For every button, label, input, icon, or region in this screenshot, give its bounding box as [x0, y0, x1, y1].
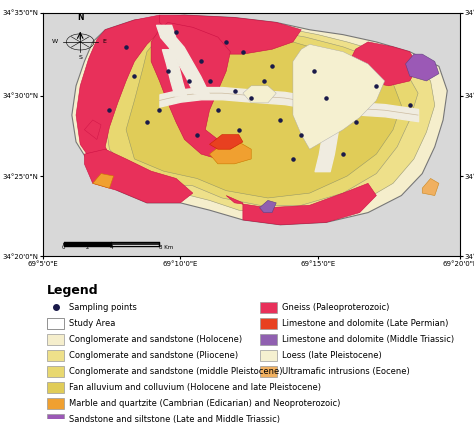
Point: [173, 29, 180, 36]
Text: Limestone and dolomite (Middle Triassic): Limestone and dolomite (Middle Triassic): [282, 335, 454, 344]
Text: W: W: [52, 39, 58, 44]
Polygon shape: [159, 15, 301, 54]
Point: [231, 87, 238, 94]
Point: [131, 73, 138, 80]
Text: Fan alluvium and colluvium (Holocene and late Pleistocene): Fan alluvium and colluvium (Holocene and…: [69, 383, 321, 392]
Polygon shape: [76, 15, 168, 188]
Text: 8 Km: 8 Km: [159, 245, 173, 250]
Text: Loess (late Pleistocene): Loess (late Pleistocene): [282, 351, 382, 360]
Bar: [260, 350, 277, 361]
Bar: [260, 318, 277, 329]
Bar: [47, 366, 64, 376]
Text: Sampling points: Sampling points: [69, 303, 137, 312]
Text: Ultramafic intrusions (Eocene): Ultramafic intrusions (Eocene): [282, 367, 410, 376]
Text: S: S: [78, 55, 82, 60]
Point: [155, 107, 163, 114]
Polygon shape: [151, 22, 230, 159]
Point: [197, 58, 205, 65]
Text: E: E: [103, 39, 107, 44]
Text: Study Area: Study Area: [69, 319, 116, 328]
Bar: [47, 334, 64, 345]
Point: [322, 95, 330, 102]
Bar: [47, 382, 64, 393]
Point: [298, 131, 305, 138]
Bar: [47, 318, 64, 329]
Polygon shape: [293, 44, 385, 149]
Bar: [260, 366, 277, 376]
Bar: [260, 302, 277, 313]
Point: [222, 38, 230, 45]
Text: Conglomerate and sandstone (Holocene): Conglomerate and sandstone (Holocene): [69, 335, 243, 344]
Polygon shape: [260, 201, 276, 213]
Point: [214, 107, 222, 114]
Polygon shape: [422, 179, 439, 195]
Text: Limestone and dolomite (Late Permian): Limestone and dolomite (Late Permian): [282, 319, 448, 328]
Polygon shape: [226, 183, 376, 225]
Polygon shape: [72, 15, 447, 225]
Point: [373, 82, 380, 89]
Bar: [47, 398, 64, 409]
Text: 2: 2: [86, 245, 89, 250]
Point: [206, 77, 213, 84]
Point: [193, 131, 201, 138]
Polygon shape: [347, 42, 418, 86]
Point: [310, 68, 318, 74]
Text: Marble and quartzite (Cambrian (Edicarian) and Neoproterozoic): Marble and quartzite (Cambrian (Edicaria…: [69, 399, 341, 408]
Polygon shape: [84, 120, 101, 140]
Polygon shape: [243, 86, 276, 103]
Text: Conglomerate and sandstone (Pliocene): Conglomerate and sandstone (Pliocene): [69, 351, 238, 360]
Polygon shape: [105, 25, 418, 205]
Polygon shape: [210, 142, 251, 164]
Polygon shape: [84, 149, 193, 203]
Polygon shape: [126, 32, 401, 198]
Bar: [260, 334, 277, 345]
Point: [289, 156, 297, 162]
Point: [143, 119, 151, 126]
Text: N: N: [77, 14, 83, 22]
Polygon shape: [406, 54, 439, 81]
Point: [260, 77, 267, 84]
Point: [352, 119, 359, 126]
Text: Gneiss (Paleoproterozoic): Gneiss (Paleoproterozoic): [282, 303, 390, 312]
Point: [247, 95, 255, 102]
Point: [239, 48, 246, 55]
Point: [277, 117, 284, 124]
Text: 4: 4: [110, 245, 113, 250]
Point: [185, 77, 192, 84]
Point: [268, 63, 276, 70]
Bar: [47, 350, 64, 361]
Point: [122, 44, 130, 50]
Text: Conglomerate and sandstone (middle Pleistocene): Conglomerate and sandstone (middle Pleis…: [69, 367, 283, 376]
Text: Legend: Legend: [47, 284, 99, 297]
Point: [339, 151, 347, 157]
Polygon shape: [93, 173, 114, 188]
Polygon shape: [84, 20, 435, 215]
Text: Sandstone and siltstone (Late and Middle Triassic): Sandstone and siltstone (Late and Middle…: [69, 415, 280, 423]
Point: [106, 107, 113, 114]
Point: [235, 126, 243, 133]
Bar: [47, 414, 64, 423]
Text: 0: 0: [62, 245, 65, 250]
Point: [406, 102, 413, 109]
Polygon shape: [210, 135, 243, 149]
Point: [164, 68, 172, 74]
